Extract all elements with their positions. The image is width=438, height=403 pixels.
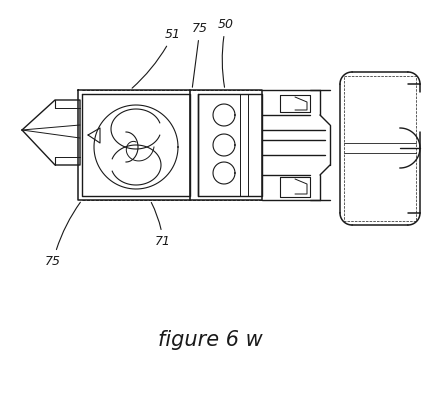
Text: 75: 75 [192, 22, 208, 87]
Text: 71: 71 [151, 202, 171, 248]
Text: 51: 51 [132, 28, 181, 88]
Text: figure 6 w: figure 6 w [158, 330, 262, 350]
Text: 50: 50 [218, 18, 234, 87]
Text: 75: 75 [45, 202, 80, 268]
